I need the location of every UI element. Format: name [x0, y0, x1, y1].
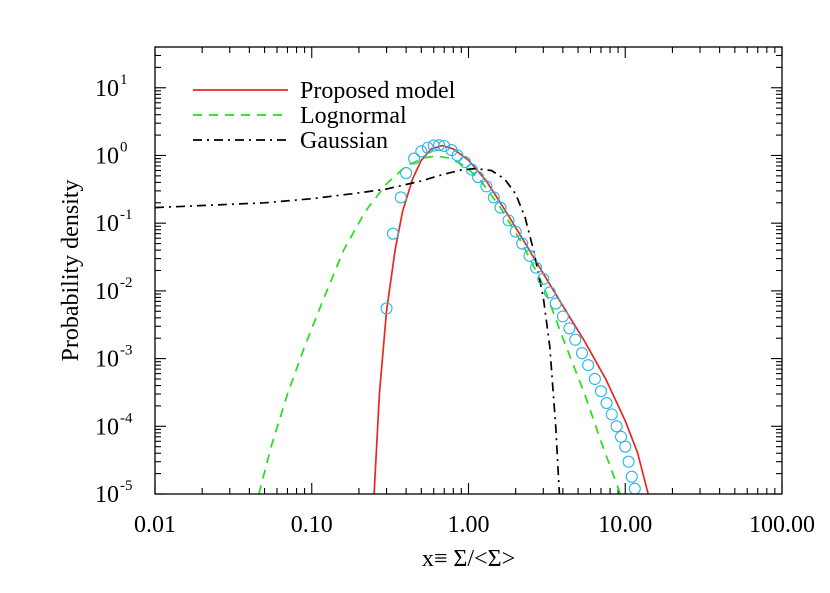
- data-point: [380, 302, 393, 315]
- y-tick-exponent: 1: [120, 72, 128, 88]
- data-point: [543, 286, 556, 299]
- data-point: [523, 249, 536, 262]
- y-tick-label: 10: [95, 143, 119, 169]
- x-tick-labels: 0.01 0.10 1.00 10.00 100.00: [134, 512, 815, 538]
- y-tick-exponent: 0: [120, 139, 128, 155]
- data-point: [537, 272, 550, 286]
- data-point: [594, 385, 608, 398]
- data-point: [421, 141, 434, 154]
- data-point: [549, 297, 562, 310]
- data-point: [625, 470, 638, 483]
- series-line-gaussian: [155, 167, 561, 494]
- y-tick-label: 10: [95, 347, 119, 373]
- data-point: [628, 482, 641, 494]
- legend-label-lognormal: Lognormal: [300, 103, 407, 129]
- data-point: [605, 408, 618, 421]
- series-line-proposed-model: [373, 144, 650, 494]
- data-point: [465, 163, 478, 176]
- data-point: [480, 180, 493, 193]
- data-point: [509, 225, 522, 238]
- axis-ticks: [154, 46, 783, 495]
- y-tick-label: 10: [95, 211, 119, 237]
- data-point: [556, 310, 569, 323]
- y-tick-exponent: -3: [120, 343, 133, 359]
- data-point: [563, 322, 576, 335]
- data-point: [516, 237, 529, 250]
- y-tick-label: 10: [95, 279, 119, 305]
- y-axis-label: Probability density: [58, 180, 84, 362]
- series-line-lognormal: [258, 155, 622, 494]
- data-point: [610, 420, 623, 433]
- data-point: [575, 347, 589, 360]
- legend-label-gaussian: Gaussian: [300, 128, 388, 154]
- data-point: [619, 440, 632, 453]
- data-point: [408, 152, 421, 165]
- y-tick-exponent: -1: [120, 207, 133, 223]
- data-point: [530, 261, 543, 274]
- data-point: [494, 201, 507, 214]
- plot-frame: [154, 46, 783, 495]
- legend-label-proposed-model: Proposed model: [300, 78, 456, 104]
- y-tick-exponent: -5: [120, 478, 133, 494]
- data-point: [458, 155, 472, 169]
- data-point: [400, 166, 413, 180]
- data-point: [569, 333, 582, 346]
- x-tick-label: 100.00: [749, 512, 815, 538]
- data-point: [386, 227, 400, 240]
- data-point: [394, 191, 407, 204]
- plot-series: [155, 139, 650, 494]
- data-point: [438, 139, 451, 153]
- y-tick-label: 10: [95, 482, 119, 508]
- data-point: [600, 397, 613, 410]
- data-point: [502, 214, 515, 227]
- legend: Proposed model Lognormal Gaussian: [193, 78, 456, 154]
- y-tick-exponent: -4: [120, 410, 133, 426]
- y-tick-exponent: -2: [120, 275, 133, 291]
- x-tick-label: 10.00: [598, 512, 652, 538]
- data-point: [582, 359, 595, 372]
- data-point: [588, 372, 601, 386]
- data-point: [451, 149, 464, 162]
- data-point: [614, 430, 628, 443]
- data-point: [471, 171, 485, 184]
- data-point: [433, 139, 446, 152]
- data-point: [487, 191, 500, 204]
- x-tick-label: 0.01: [134, 512, 176, 538]
- x-axis-label: x≡ Σ/<Σ>: [422, 546, 515, 572]
- data-point: [415, 145, 428, 158]
- y-tick-label: 10: [95, 76, 119, 102]
- data-point: [622, 455, 635, 468]
- x-tick-label: 0.10: [291, 512, 333, 538]
- x-tick-label: 1.00: [448, 512, 490, 538]
- y-tick-label: 10: [95, 414, 119, 440]
